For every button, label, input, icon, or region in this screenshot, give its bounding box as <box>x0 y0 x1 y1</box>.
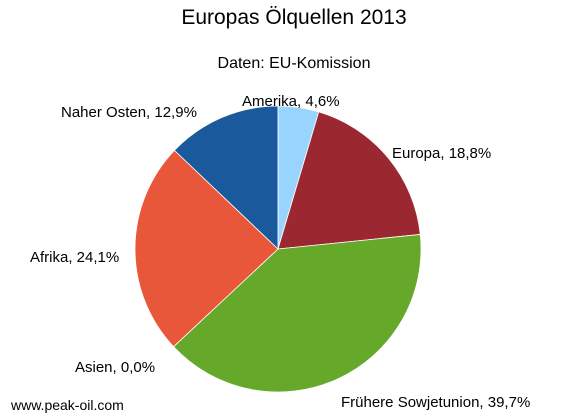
slice-label-fr-here-sowjetunion: Frühere Sowjetunion, 39,7% <box>341 394 530 411</box>
slice-label-asien: Asien, 0,0% <box>75 359 155 376</box>
slice-label-europa: Europa, 18,8% <box>392 145 491 162</box>
slice-label-naher-osten: Naher Osten, 12,9% <box>61 104 197 121</box>
pie-slice-fr-here-sowjetunion <box>172 234 422 393</box>
source-watermark: www.peak-oil.com <box>11 397 124 413</box>
pie-slice-naher-osten <box>173 105 279 250</box>
slice-labels: Amerika, 4,6% Europa, 18,8% Frühere Sowjet… <box>30 93 530 411</box>
slice-label-amerika: Amerika, 4,6% <box>242 93 340 110</box>
slice-label-afrika: Afrika, 24,1% <box>30 249 119 266</box>
pie-slice-europa <box>277 111 421 250</box>
pie-slice-afrika <box>134 149 279 348</box>
chart-title: Europas Ölquellen 2013 <box>181 6 407 29</box>
chart-subtitle: Daten: EU-Komission <box>217 55 371 72</box>
pie-slices <box>134 105 422 393</box>
